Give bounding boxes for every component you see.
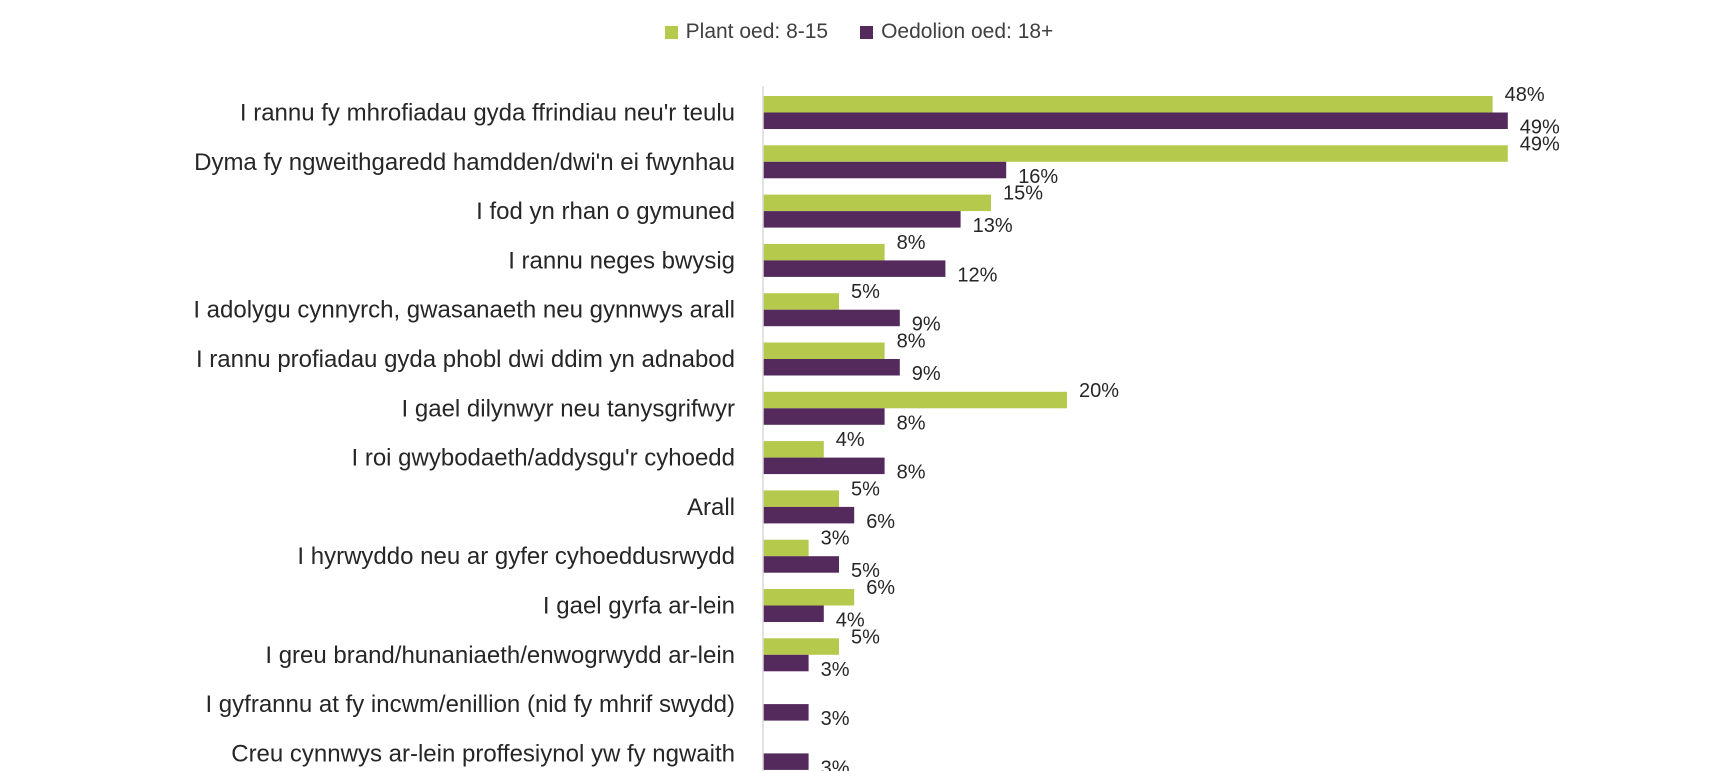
- bar-children: [763, 243, 885, 261]
- legend-item-adults: Oedolion oed: 18+: [860, 20, 1053, 44]
- data-label-children: 8%: [897, 232, 926, 254]
- data-label-adults: 49%: [1520, 117, 1560, 139]
- data-label-adults: 3%: [821, 757, 850, 771]
- category-label: I hyrwyddo neu ar gyfer cyhoeddusrwydd: [297, 543, 735, 570]
- category-label: I rannu fy mhrofiadau gyda ffrindiau neu…: [240, 100, 735, 127]
- bar-adults: [763, 753, 809, 770]
- category-label: I gyfrannu at fy incwm/enillion (nid fy …: [205, 691, 735, 718]
- category-label: I greu brand/hunaniaeth/enwogrwydd ar-le…: [265, 642, 735, 669]
- category-label: I gael dilynwyr neu tanysgrifwyr: [402, 395, 735, 422]
- category-label: I gael gyrfa ar-lein: [543, 593, 735, 620]
- category-label: I adolygu cynnyrch, gwasanaeth neu gynnw…: [193, 297, 735, 324]
- data-label-adults: 9%: [912, 363, 941, 385]
- bar-adults: [763, 654, 809, 672]
- bar-adults: [763, 309, 900, 327]
- bar-adults: [763, 260, 946, 277]
- bar-children: [763, 96, 1493, 113]
- category-label: Arall: [687, 494, 735, 521]
- bar-adults: [763, 211, 961, 228]
- category-label: I rannu profiadau gyda phobl dwi ddim yn…: [196, 346, 735, 373]
- data-label-adults: 8%: [897, 462, 926, 484]
- legend-swatch-children: [664, 25, 678, 39]
- legend-swatch-adults: [860, 25, 874, 39]
- data-label-children: 15%: [1003, 183, 1043, 205]
- legend-label-adults: Oedolion oed: 18+: [881, 20, 1054, 43]
- bar-children: [763, 589, 855, 606]
- bar-children: [763, 342, 885, 359]
- bar-children: [763, 145, 1508, 162]
- data-label-children: 48%: [1505, 84, 1545, 106]
- data-label-children: 3%: [821, 528, 850, 550]
- bar-adults: [763, 408, 885, 425]
- category-label: Dyma fy ngweithgaredd hamdden/dwi'n ei f…: [194, 149, 735, 176]
- category-label: I rannu neges bwysig: [508, 247, 735, 274]
- data-label-children: 5%: [851, 626, 880, 648]
- bar-adults: [763, 605, 824, 622]
- data-label-adults: 3%: [821, 659, 850, 681]
- legend-label-children: Plant oed: 8-15: [685, 20, 829, 43]
- data-label-adults: 8%: [897, 412, 926, 434]
- bar-adults: [763, 704, 809, 721]
- bar-children: [763, 293, 839, 310]
- bar-children: [763, 194, 991, 212]
- data-label-adults: 6%: [866, 511, 895, 533]
- category-label: Creu cynnwys ar-lein proffesiynol yw fy …: [231, 740, 735, 767]
- data-label-adults: 5%: [851, 560, 880, 582]
- data-label-children: 5%: [851, 478, 880, 500]
- data-label-adults: 12%: [957, 264, 997, 286]
- data-label-adults: 3%: [821, 708, 850, 730]
- bar-children: [763, 441, 824, 458]
- bar-adults: [763, 161, 1007, 179]
- data-label-children: 5%: [851, 281, 880, 303]
- data-label-children: 8%: [897, 331, 926, 353]
- data-label-adults: 9%: [912, 314, 941, 336]
- bar-adults: [763, 457, 885, 475]
- data-label-children: 4%: [836, 429, 865, 451]
- bar-adults: [763, 112, 1508, 129]
- bar-children: [763, 638, 839, 655]
- bar-children: [763, 391, 1067, 409]
- category-label: I fod yn rhan o gymuned: [476, 198, 735, 225]
- bar-adults: [763, 359, 900, 376]
- bar-children: [763, 539, 809, 557]
- data-label-children: 6%: [866, 577, 895, 599]
- bar-adults: [763, 506, 855, 524]
- data-label-adults: 13%: [973, 215, 1013, 237]
- bar-children: [763, 490, 839, 507]
- category-label: I roi gwybodaeth/addysgu'r cyhoedd: [352, 445, 736, 472]
- data-label-children: 49%: [1520, 133, 1560, 155]
- legend: Plant oed: 8-15 Oedolion oed: 18+: [0, 20, 1718, 44]
- data-label-children: 20%: [1079, 380, 1119, 402]
- legend-item-children: Plant oed: 8-15: [664, 20, 829, 44]
- bar-adults: [763, 556, 839, 573]
- data-label-adults: 4%: [836, 610, 865, 632]
- data-label-adults: 16%: [1018, 166, 1058, 188]
